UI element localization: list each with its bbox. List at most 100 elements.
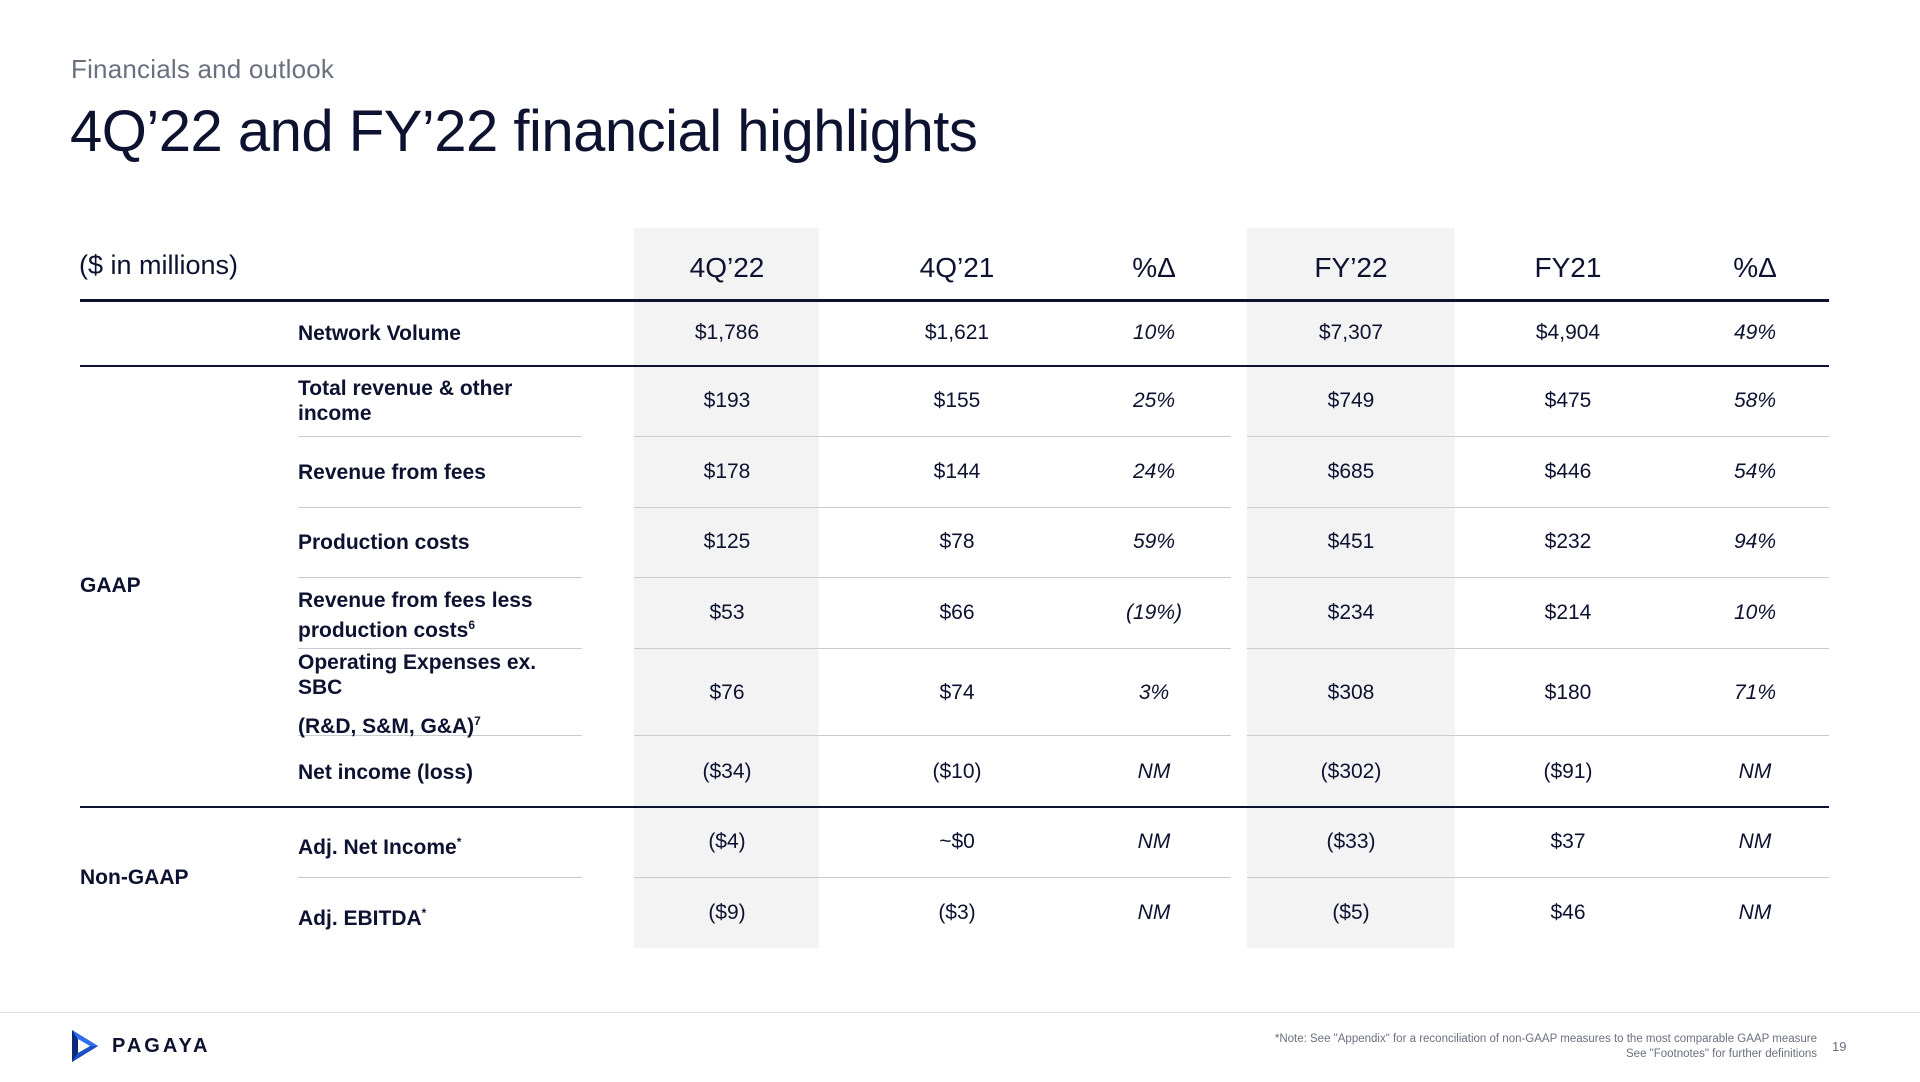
row-divider — [1247, 507, 1829, 508]
cell-pct: NM — [1738, 830, 1772, 853]
footer-divider — [0, 1012, 1920, 1013]
cell-pct: (19%) — [1125, 601, 1183, 624]
row-label-production-costs: Production costs — [298, 531, 470, 554]
cell-pct: 71% — [1733, 681, 1777, 704]
row-divider — [298, 735, 582, 736]
row-divider — [634, 577, 1231, 578]
cell-value: $46 — [1550, 901, 1586, 924]
cell-value: $451 — [1327, 530, 1375, 553]
cell-value: $234 — [1327, 601, 1375, 624]
cell-value: $180 — [1544, 681, 1592, 704]
section-rule-bottom — [80, 806, 1829, 808]
row-divider — [634, 648, 1231, 649]
cell-pct: NM — [1738, 901, 1772, 924]
cell-value: $193 — [703, 389, 751, 412]
row-label-rev-less-prod-costs: Revenue from fees less production costs6 — [298, 588, 558, 643]
cell-pct: 10% — [1132, 321, 1176, 344]
row-label-network-volume: Network Volume — [298, 322, 461, 345]
footnote: *Note: See "Appendix" for a reconciliati… — [1275, 1032, 1817, 1062]
row-label-net-income: Net income (loss) — [298, 761, 474, 784]
column-header-pct-change-q: %Δ — [1132, 252, 1176, 283]
cell-pct: NM — [1137, 901, 1171, 924]
shaded-column-fy22 — [1247, 228, 1455, 948]
cell-value: ~$0 — [939, 830, 975, 853]
cell-value: $144 — [933, 460, 981, 483]
cell-value: $125 — [703, 530, 751, 553]
section-rule-top — [80, 365, 1829, 367]
cell-pct: 94% — [1733, 530, 1777, 553]
cell-pct: NM — [1137, 760, 1171, 783]
cell-pct: 10% — [1733, 601, 1777, 624]
cell-value: $1,621 — [924, 321, 990, 344]
column-header-4q22: 4Q’22 — [689, 252, 765, 283]
footnote-marker: 6 — [468, 618, 476, 632]
units-label: ($ in millions) — [79, 250, 239, 280]
cell-pct: NM — [1738, 760, 1772, 783]
row-label-adj-ebitda: Adj. EBITDA* — [298, 901, 426, 931]
cell-value: ($34) — [702, 760, 752, 783]
cell-pct: 24% — [1132, 460, 1176, 483]
cell-value: $749 — [1327, 389, 1375, 412]
cell-value: $446 — [1544, 460, 1592, 483]
cell-value: ($4) — [708, 830, 746, 853]
row-label-revenue-from-fees: Revenue from fees — [298, 461, 486, 484]
footnote-line-1: *Note: See "Appendix" for a reconciliati… — [1274, 1033, 1817, 1045]
company-logo-text: PAGAYA — [112, 1035, 211, 1057]
pagaya-logo-icon — [72, 1030, 98, 1062]
row-label-subtext: (R&D, S&M, G&A)7 — [298, 714, 481, 738]
column-header-pct-change-fy: %Δ — [1733, 252, 1777, 283]
cell-pct: 25% — [1132, 389, 1176, 412]
row-divider — [1247, 577, 1829, 578]
cell-pct: 49% — [1733, 321, 1777, 344]
cell-value: ($5) — [1332, 901, 1370, 924]
column-header-4q21: 4Q’21 — [919, 252, 995, 283]
cell-value: $308 — [1327, 681, 1375, 704]
cell-value: ($91) — [1543, 760, 1593, 783]
cell-pct: 3% — [1138, 681, 1170, 704]
row-divider — [634, 436, 1231, 437]
cell-value: $685 — [1327, 460, 1375, 483]
cell-value: $214 — [1544, 601, 1592, 624]
cell-value: ($3) — [938, 901, 976, 924]
row-divider — [298, 507, 582, 508]
cell-value: ($10) — [932, 760, 982, 783]
cell-value: $78 — [939, 530, 975, 553]
row-divider — [1247, 735, 1829, 736]
row-label-total-revenue: Total revenue & other income — [298, 377, 513, 425]
cell-value: $232 — [1544, 530, 1592, 553]
cell-value: $7,307 — [1318, 321, 1384, 344]
row-label-operating-expenses: Operating Expenses ex. SBC (R&D, S&M, G&… — [298, 650, 558, 739]
row-divider — [298, 877, 582, 878]
column-header-fy22: FY’22 — [1314, 252, 1388, 283]
cell-value: $475 — [1544, 389, 1592, 412]
footnote-marker: * — [421, 906, 427, 920]
row-divider — [298, 648, 582, 649]
row-label-adj-net-income: Adj. Net Income* — [298, 830, 461, 860]
footnote-marker: 7 — [474, 714, 481, 728]
row-divider — [298, 577, 582, 578]
cell-value: $76 — [709, 681, 745, 704]
row-divider — [634, 735, 1231, 736]
row-divider — [1247, 436, 1829, 437]
eyebrow: Financials and outlook — [71, 54, 335, 84]
cell-pct: 58% — [1733, 389, 1777, 412]
footnote-line-2: See "Footnotes" for further definitions — [1626, 1048, 1817, 1060]
cell-value: $178 — [703, 460, 751, 483]
cell-value: $155 — [933, 389, 981, 412]
row-label-text: Adj. Net Income — [298, 836, 457, 859]
page-title: 4Q’22 and FY’22 financial highlights — [70, 99, 978, 164]
row-label-text: Adj. EBITDA — [298, 907, 422, 930]
row-divider — [1247, 648, 1829, 649]
cell-value: ($302) — [1320, 760, 1382, 783]
row-divider — [298, 436, 582, 437]
shaded-column-4q22 — [634, 228, 819, 948]
cell-pct: 59% — [1132, 530, 1176, 553]
cell-value: $4,904 — [1535, 321, 1601, 344]
cell-value: ($33) — [1326, 830, 1376, 853]
cell-value: ($9) — [708, 901, 746, 924]
cell-value: $53 — [709, 601, 745, 624]
column-header-fy21: FY21 — [1534, 252, 1602, 283]
header-rule — [80, 299, 1829, 302]
footnote-marker: * — [456, 835, 462, 849]
cell-value: $66 — [939, 601, 975, 624]
